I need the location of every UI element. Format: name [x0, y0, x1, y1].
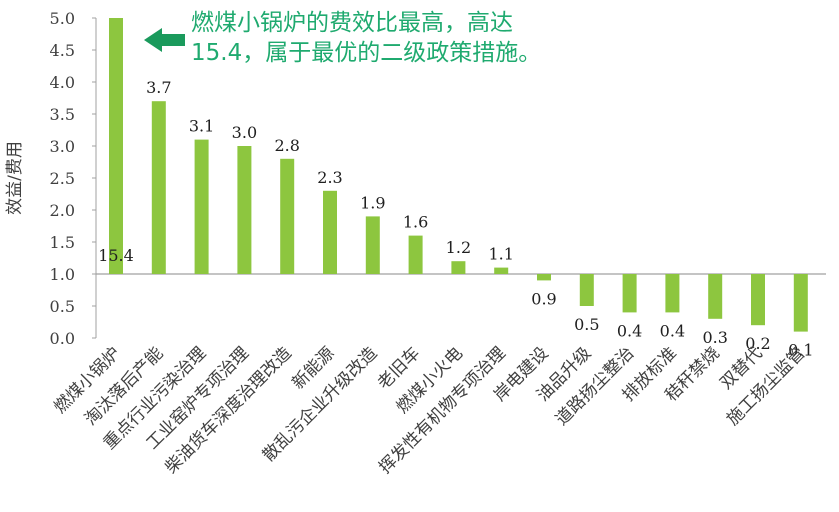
data-label: 0.3 [702, 328, 727, 347]
data-label: 2.8 [274, 136, 299, 155]
y-tick-label: 4.0 [50, 73, 75, 92]
arrow-icon [144, 28, 185, 52]
annotation-line-1: 燃煤小锅炉的费效比最高，高达 [191, 10, 513, 36]
bar [579, 274, 594, 306]
y-tick-label: 5.0 [50, 9, 75, 28]
data-label: 3.0 [232, 123, 257, 142]
y-tick-label: 2.0 [50, 201, 75, 220]
bar [708, 274, 723, 319]
annotation-text: 燃煤小锅炉的费效比最高，高达 15.4，属于最优的二级政策措施。 [191, 8, 611, 68]
y-tick-label: 3.0 [50, 137, 75, 156]
bar [237, 146, 252, 274]
y-tick-label: 1.5 [50, 233, 75, 252]
y-tick-label: 1.0 [50, 265, 75, 284]
y-tick-label: 3.5 [50, 105, 75, 124]
annotation-line-2: 15.4，属于最优的二级政策措施。 [191, 40, 542, 66]
data-label: 0.4 [660, 321, 685, 340]
data-label: 0.5 [574, 315, 599, 334]
bar [622, 274, 637, 313]
bar [793, 274, 808, 332]
bar [151, 101, 166, 274]
data-label: 0.4 [617, 321, 642, 340]
y-tick-label: 2.5 [50, 169, 75, 188]
data-label: 1.6 [403, 213, 428, 232]
data-label: 1.1 [488, 245, 513, 264]
data-label: 0.2 [745, 334, 770, 353]
bar [323, 190, 337, 274]
bar [408, 235, 423, 274]
bar [194, 139, 209, 274]
data-label: 0.9 [531, 289, 556, 308]
data-label: 1.9 [360, 193, 385, 212]
bar [494, 267, 509, 274]
y-tick-label: 4.5 [50, 41, 75, 60]
bar [665, 274, 680, 313]
y-tick-label: 0.0 [50, 329, 75, 348]
bar [280, 158, 295, 274]
bar [751, 274, 765, 326]
bar [537, 274, 551, 281]
data-label: 0.1 [788, 341, 813, 360]
data-label: 3.1 [189, 117, 214, 136]
bar [109, 18, 123, 274]
bar [451, 261, 466, 274]
data-label: 15.4 [98, 246, 134, 265]
bar [365, 216, 380, 274]
data-label: 1.2 [446, 238, 471, 257]
y-axis-label: 效益/费用 [5, 141, 25, 215]
y-tick-label: 0.5 [50, 297, 75, 316]
data-label: 3.7 [146, 78, 171, 97]
data-label: 2.3 [317, 168, 342, 187]
